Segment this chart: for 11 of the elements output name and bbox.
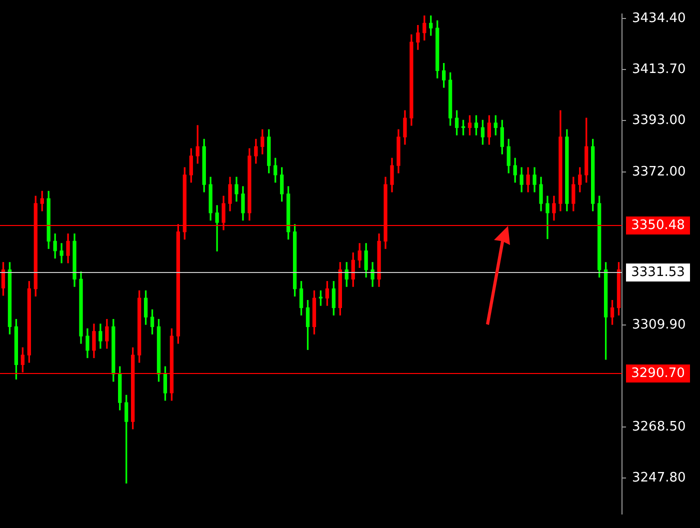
candlestick xyxy=(215,205,219,252)
ref-line-label: 3350.48 xyxy=(631,218,685,233)
y-tick-label: 3413.70 xyxy=(632,62,686,77)
y-tick-label: 3247.80 xyxy=(632,470,686,486)
ref-line-label: 3290.70 xyxy=(631,366,685,381)
y-tick-label: 3309.90 xyxy=(632,318,686,333)
y-tick-label: 3434.40 xyxy=(632,10,686,26)
ref-line-label: 3331.53 xyxy=(631,264,685,280)
y-tick-label: 3268.50 xyxy=(632,420,686,435)
y-tick-label: 3372.00 xyxy=(632,164,686,180)
y-tick-label: 3393.00 xyxy=(632,112,686,128)
